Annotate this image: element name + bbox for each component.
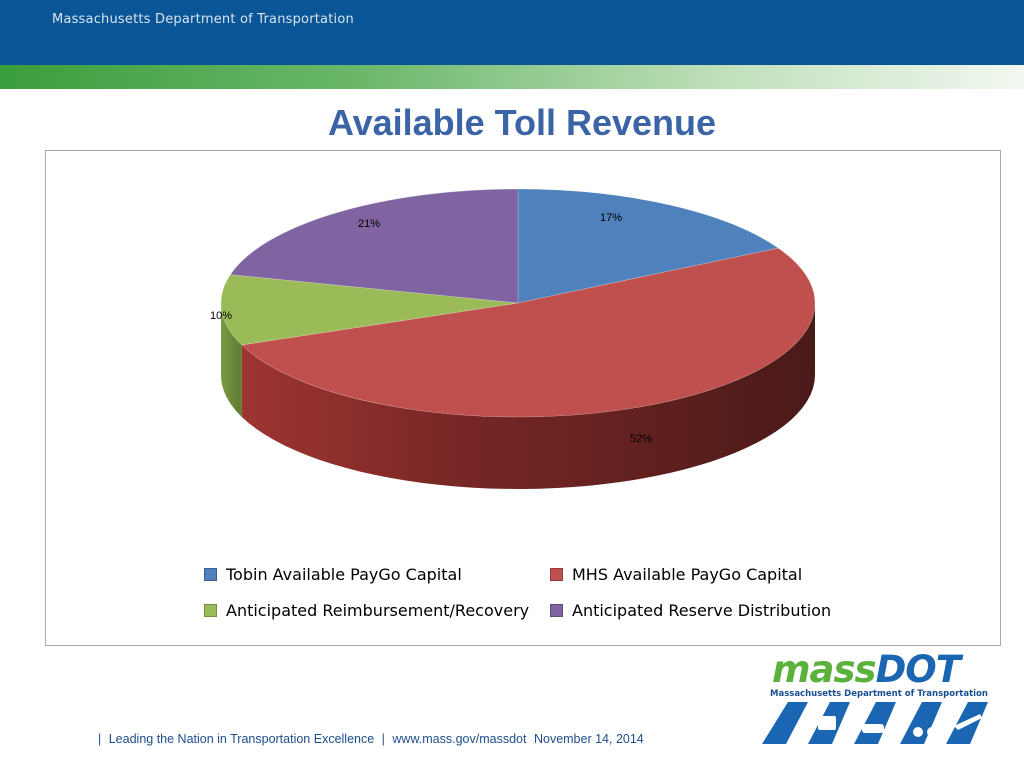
legend-label: MHS Available PayGo Capital <box>572 564 803 584</box>
header-org-name: Massachusetts Department of Transportati… <box>52 12 354 27</box>
slide-title: Available Toll Revenue <box>327 102 717 143</box>
legend-swatch <box>204 603 217 617</box>
pie-slice-tobin-available-paygo-capital <box>517 188 780 304</box>
pie-slice-side-anticipated-reimbursement-recovery <box>221 303 242 417</box>
legend-label: Tobin Available PayGo Capital <box>226 564 462 584</box>
data-label-anticipated-reserve-distribution: 21% <box>358 218 380 230</box>
legend-label: Anticipated Reimbursement/Recovery <box>226 600 530 620</box>
bike-icon <box>900 702 942 744</box>
legend-item-anticipated-reimbursement-recovery: Anticipated Reimbursement/Recovery <box>204 599 529 621</box>
logo-transport-icons <box>762 702 988 744</box>
pie-slice-side-mhs-available-paygo-capital <box>241 303 816 489</box>
footer-tagline: Leading the Nation in Transportation Exc… <box>108 732 375 746</box>
car-icon <box>854 702 896 744</box>
footer-date: November 14, 2014 <box>533 732 644 746</box>
logo-wordmark: massDOT <box>772 648 961 691</box>
legend-swatch <box>550 567 563 581</box>
footer: | Leading the Nation in Transportation E… <box>98 732 648 746</box>
data-label-tobin-available-paygo-capital: 17% <box>600 212 622 224</box>
header-accent-bar <box>0 65 1024 89</box>
logo-subtitle: Massachusetts Department of Transportati… <box>770 689 988 699</box>
legend-item-anticipated-reserve-distribution: Anticipated Reserve Distribution <box>550 599 831 621</box>
data-label-anticipated-reimbursement-recovery: 10% <box>210 310 232 322</box>
pie-slice-anticipated-reimbursement-recovery <box>220 274 519 346</box>
header-bar: Massachusetts Department of Transportati… <box>0 0 1024 65</box>
pie-chart: 17% 52% 10% 21% <box>210 188 816 489</box>
legend-label: Anticipated Reserve Distribution <box>572 600 832 620</box>
footer-url[interactable]: www.mass.gov/massdot <box>392 732 527 746</box>
chart-container: 17% 52% 10% 21% Tobin Available PayGo Capit… <box>45 150 1001 646</box>
legend-swatch <box>204 567 217 581</box>
data-label-mhs-available-paygo-capital: 52% <box>630 433 652 445</box>
pie-slice-mhs-available-paygo-capital <box>241 247 816 418</box>
road-icon <box>762 702 808 744</box>
legend-item-mhs-available-paygo-capital: MHS Available PayGo Capital <box>550 563 802 585</box>
footer-separator: | <box>381 732 385 746</box>
massdot-logo: massDOT Massachusetts Department of Tran… <box>758 648 1003 748</box>
footer-separator: | <box>98 732 102 746</box>
pie-slice-anticipated-reserve-distribution <box>229 188 519 304</box>
legend-item-tobin-available-paygo-capital: Tobin Available PayGo Capital <box>204 563 462 585</box>
legend-swatch <box>550 603 563 617</box>
